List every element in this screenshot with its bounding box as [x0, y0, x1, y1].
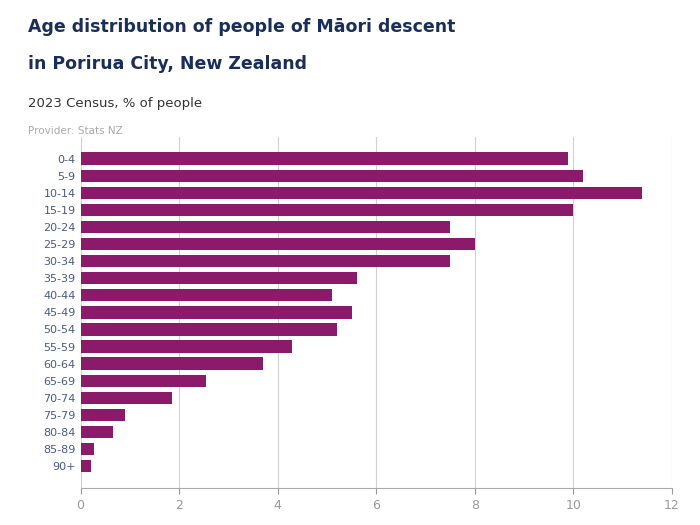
Bar	[80, 204, 573, 216]
Bar	[80, 426, 113, 438]
Bar	[80, 340, 293, 353]
Bar	[80, 409, 125, 421]
Text: Age distribution of people of Māori descent: Age distribution of people of Māori desc…	[28, 18, 456, 36]
Bar	[80, 152, 568, 165]
Bar	[80, 358, 263, 370]
Text: Provider: Stats NZ: Provider: Stats NZ	[28, 126, 122, 136]
Text: figure.nz: figure.nz	[602, 25, 676, 39]
Bar	[80, 460, 91, 472]
Bar	[80, 238, 475, 250]
Bar	[80, 221, 450, 233]
Text: in Porirua City, New Zealand: in Porirua City, New Zealand	[28, 55, 307, 73]
Text: 2023 Census, % of people: 2023 Census, % of people	[28, 97, 202, 110]
Bar	[80, 443, 94, 455]
Bar	[80, 289, 332, 301]
Bar	[80, 323, 337, 335]
Bar	[80, 392, 172, 404]
Bar	[80, 306, 351, 319]
Bar	[80, 272, 356, 285]
Bar	[80, 374, 206, 387]
Bar	[80, 170, 583, 182]
Bar	[80, 187, 643, 199]
Bar	[80, 255, 450, 267]
